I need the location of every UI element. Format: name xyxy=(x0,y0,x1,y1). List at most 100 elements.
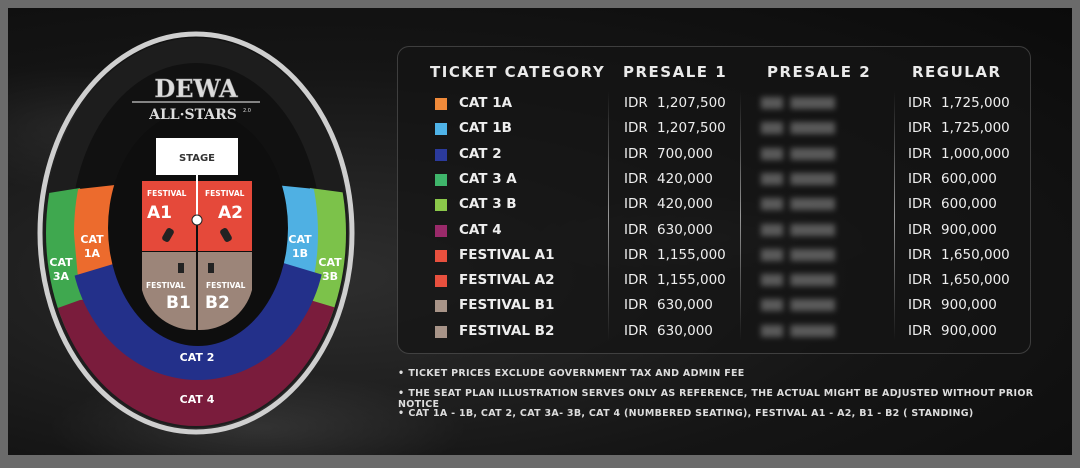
cat4-label: CAT 4 xyxy=(180,393,215,406)
category-color-swatch xyxy=(435,173,447,186)
presale-1-price: IDR 420,000 xyxy=(624,170,713,187)
presale-2-price-blurred xyxy=(761,299,835,312)
regular-price: IDR 1,725,000 xyxy=(908,95,1010,111)
presale-1-price: IDR 420,000 xyxy=(624,196,713,213)
festival-a1-label: FESTIVAL xyxy=(147,189,187,198)
speaker-icon xyxy=(162,228,174,242)
regular-price: IDR 600,000 xyxy=(908,170,997,187)
svg-text:DEWA: DEWA xyxy=(154,74,238,103)
column-divider xyxy=(740,91,741,341)
category-name: CAT 3 A xyxy=(459,170,517,187)
category-name: FESTIVAL A1 xyxy=(459,246,555,263)
category-color-swatch xyxy=(435,224,447,237)
header-presale-1: PRESALE 1 xyxy=(623,63,728,81)
event-logo: DEWA ALL·STARS 2.0 xyxy=(132,74,260,123)
category-color-swatch xyxy=(435,98,447,110)
regular-price: IDR 1,725,000 xyxy=(908,120,1010,137)
presale-2-price-blurred xyxy=(761,198,835,211)
table-row: CAT 2 IDR 700,000 IDR 1,000,000 xyxy=(398,144,1030,169)
regular-price: IDR 600,000 xyxy=(908,196,997,213)
note-tax: TICKET PRICES EXCLUDE GOVERNMENT TAX AND… xyxy=(398,368,745,379)
speaker-icon xyxy=(220,228,232,242)
category-name: FESTIVAL B1 xyxy=(459,297,555,314)
category-name: CAT 1B xyxy=(459,120,512,137)
table-row: CAT 4 IDR 630,000 IDR 900,000 xyxy=(398,220,1030,245)
regular-price: IDR 1,000,000 xyxy=(908,145,1010,162)
table-row: CAT 3 A IDR 420,000 IDR 600,000 xyxy=(398,169,1030,194)
category-name: CAT 2 xyxy=(459,145,502,162)
presale-2-price-blurred xyxy=(761,122,835,135)
category-color-swatch xyxy=(435,275,447,288)
table-row: FESTIVAL B2 IDR 630,000 IDR 900,000 xyxy=(398,321,1030,346)
presale-2-price-blurred xyxy=(761,147,835,160)
category-name: FESTIVAL B2 xyxy=(459,322,555,339)
category-color-swatch xyxy=(435,325,447,338)
category-color-swatch xyxy=(435,300,447,313)
category-color-swatch xyxy=(435,199,447,212)
category-color-swatch xyxy=(435,249,447,262)
presale-2-price-blurred xyxy=(761,223,835,236)
category-color-swatch xyxy=(435,148,447,161)
presale-2-price-blurred xyxy=(761,97,835,109)
note-seating-types: CAT 1A - 1B, CAT 2, CAT 3A- 3B, CAT 4 (N… xyxy=(398,408,974,419)
cat3b-label: CAT xyxy=(318,256,342,269)
cat1b-label: CAT xyxy=(288,233,312,246)
cat3a-code: 3A xyxy=(53,270,70,283)
regular-price: IDR 900,000 xyxy=(908,297,997,314)
cat3a-label: CAT xyxy=(49,256,73,269)
festival-a2-code: A2 xyxy=(218,203,243,223)
note-seat-plan: THE SEAT PLAN ILLUSTRATION SERVES ONLY A… xyxy=(398,388,1072,410)
ticket-price-poster: STAGE FESTIVAL A1 FESTIVAL A2 FESTIVAL B… xyxy=(8,8,1072,455)
cat3b-code: 3B xyxy=(322,270,338,283)
category-name: CAT 3 B xyxy=(459,196,517,213)
cat1a-label: CAT xyxy=(80,233,104,246)
presale-2-price-blurred xyxy=(761,274,835,287)
table-row: CAT 1B IDR 1,207,500 IDR 1,725,000 xyxy=(398,118,1030,143)
table-row: CAT 3 B IDR 420,000 IDR 600,000 xyxy=(398,194,1030,219)
festival-b1-label: FESTIVAL xyxy=(146,281,186,290)
festival-b1-code: B1 xyxy=(166,293,191,313)
catwalk-point xyxy=(191,214,203,226)
category-name: CAT 4 xyxy=(459,221,502,238)
stage[interactable] xyxy=(156,138,238,175)
festival-b2-label: FESTIVAL xyxy=(206,281,246,290)
column-divider xyxy=(608,91,609,341)
table-row: CAT 1A IDR 1,207,500 IDR 1,725,000 xyxy=(398,93,1030,118)
regular-price: IDR 900,000 xyxy=(908,322,997,339)
column-divider xyxy=(894,91,895,341)
category-name: CAT 1A xyxy=(459,95,513,111)
header-ticket-category: TICKET CATEGORY xyxy=(430,63,606,81)
regular-price: IDR 1,650,000 xyxy=(908,246,1010,263)
presale-1-price: IDR 630,000 xyxy=(624,322,713,339)
tower-icon xyxy=(208,263,214,273)
stadium-outline xyxy=(37,31,355,435)
category-name: FESTIVAL A2 xyxy=(459,272,555,289)
presale-2-price-blurred xyxy=(761,248,835,261)
festival-a1-code: A1 xyxy=(147,203,172,223)
svg-text:2.0: 2.0 xyxy=(243,108,251,114)
category-color-swatch xyxy=(435,123,447,136)
presale-1-price: IDR 700,000 xyxy=(624,145,713,162)
table-row: FESTIVAL B1 IDR 630,000 IDR 900,000 xyxy=(398,295,1030,320)
table-row: FESTIVAL A2 IDR 1,155,000 IDR 1,650,000 xyxy=(398,270,1030,295)
header-regular: REGULAR xyxy=(912,63,1002,81)
cat1a-code: 1A xyxy=(84,247,101,260)
presale-1-price: IDR 1,155,000 xyxy=(624,272,726,289)
tower-icon xyxy=(178,263,184,273)
presale-2-price-blurred xyxy=(761,172,835,185)
festival-b2-code: B2 xyxy=(205,293,230,313)
cat1b-code: 1B xyxy=(292,247,308,260)
header-presale-2: PRESALE 2 xyxy=(767,63,872,81)
presale-1-price: IDR 630,000 xyxy=(624,297,713,314)
presale-1-price: IDR 1,207,500 xyxy=(624,120,726,137)
presale-1-price: IDR 630,000 xyxy=(624,221,713,238)
stage-label: STAGE xyxy=(179,153,215,164)
presale-2-price-blurred xyxy=(761,324,835,337)
svg-text:ALL·STARS: ALL·STARS xyxy=(148,107,237,123)
table-row: FESTIVAL A1 IDR 1,155,000 IDR 1,650,000 xyxy=(398,245,1030,270)
cat2-label: CAT 2 xyxy=(180,351,215,364)
regular-price: IDR 1,650,000 xyxy=(908,272,1010,289)
regular-price: IDR 900,000 xyxy=(908,221,997,238)
presale-1-price: IDR 1,155,000 xyxy=(624,246,726,263)
festival-a2-label: FESTIVAL xyxy=(205,189,245,198)
